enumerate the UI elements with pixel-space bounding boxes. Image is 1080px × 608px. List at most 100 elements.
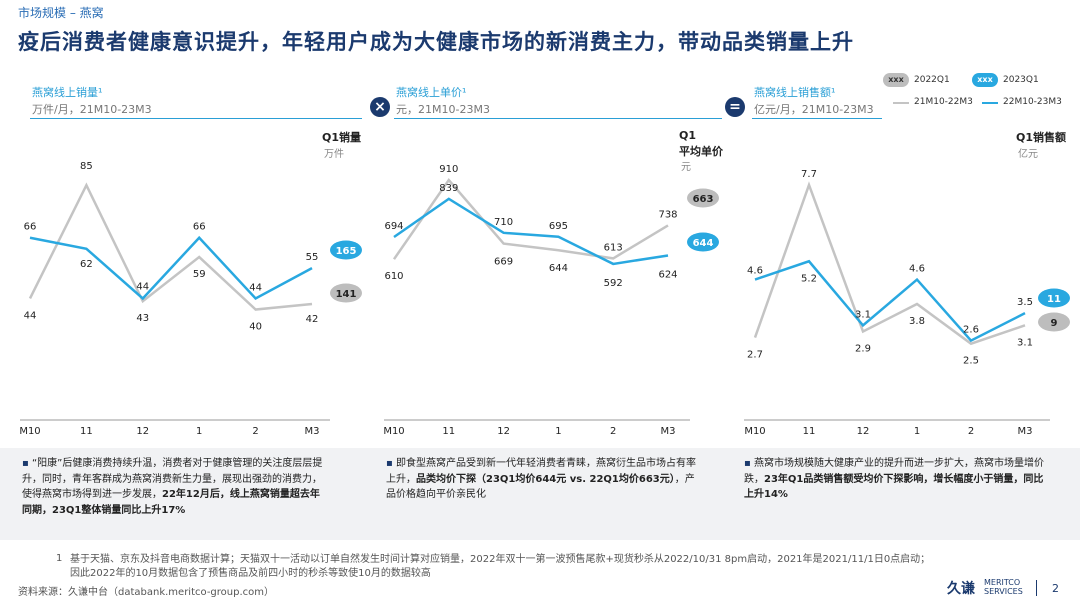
x-tick-label: M3 — [1018, 426, 1033, 437]
data-label: 4.6 — [909, 264, 925, 275]
logo-en-2: SERVICES — [984, 587, 1023, 596]
q1-pill-2023 — [1038, 288, 1070, 308]
legend-line-gray — [893, 102, 909, 104]
legend-line-label-2023: 22M10-23M3 — [1003, 97, 1062, 107]
note-panel1: ▪ “阳康”后健康消费持续升温，消费者对于健康管理的关注度层层提升，同时，青年客… — [22, 456, 328, 518]
note-panel2: ▪ 即食型燕窝产品受到新一代年轻消费者青睐，燕窝衍生品市场占有率上升，品类均价下… — [386, 456, 696, 503]
q1-pill-2022 — [330, 283, 362, 303]
data-label: 62 — [80, 259, 93, 270]
x-tick-label: M3 — [305, 426, 320, 437]
data-label: 43 — [136, 313, 149, 324]
x-tick-label: 12 — [136, 426, 149, 437]
data-label: 2.7 — [747, 350, 763, 361]
page-number: 2 — [1052, 582, 1059, 595]
note1-bold: 22年12月后，线上燕窝销量超去年同期，23Q1整体销量同比上升17% — [22, 489, 320, 516]
breadcrumb: 市场规模 – 燕窝 — [18, 6, 104, 20]
data-label: 44 — [249, 282, 262, 293]
data-label: 624 — [658, 269, 677, 280]
q1-value-2022: 141 — [336, 289, 357, 300]
data-label: 738 — [658, 209, 677, 220]
x-tick-label: 1 — [555, 426, 561, 437]
q1-pill-2022 — [1038, 312, 1070, 332]
q1-value-2023: 165 — [336, 246, 357, 257]
note2-text: 即食型燕窝产品受到新一代年轻消费者青睐，燕窝衍生品市场占有率上升， — [386, 458, 696, 485]
x-tick-label: M10 — [383, 426, 404, 437]
q1-value-2022: 663 — [693, 194, 714, 205]
legend-pill-2022: xxx — [883, 73, 909, 87]
data-label: 55 — [306, 252, 319, 263]
data-label: 44 — [24, 310, 37, 321]
series-line-2023 — [29, 235, 313, 301]
data-label: 7.7 — [801, 169, 817, 180]
data-label: 695 — [549, 221, 568, 232]
data-label: 910 — [439, 164, 458, 175]
x-tick-label: M10 — [744, 426, 765, 437]
data-label: 710 — [494, 217, 513, 228]
x-tick-label: M3 — [661, 426, 676, 437]
panel2-q1-unit: 元 — [681, 162, 691, 173]
note1-bullet: ▪ — [22, 458, 29, 469]
data-label: 42 — [306, 314, 319, 325]
panel1-title: 燕窝线上销量¹ — [32, 86, 103, 99]
data-label: 610 — [384, 271, 403, 282]
q1-pill-2023 — [687, 232, 719, 252]
meritco-logo-en: MERITCO SERVICES — [984, 578, 1023, 596]
panel2-q1-label2: 平均单价 — [679, 145, 723, 158]
note2-text-end: ，产品价格趋向平价亲民化 — [386, 473, 695, 501]
x-tick-label: 1 — [914, 426, 920, 437]
note1-text: “阳康”后健康消费持续升温，消费者对于健康管理的关注度层层提升，同时，青年客群成… — [22, 458, 323, 500]
data-label: 3.1 — [1017, 337, 1033, 348]
q1-value-2023: 644 — [693, 238, 714, 249]
data-label: 5.2 — [801, 273, 817, 284]
x-tick-label: 11 — [442, 426, 455, 437]
q1-pill-2022 — [687, 188, 719, 208]
panel3-subtitle: 亿元/月，21M10-23M3 — [754, 103, 874, 116]
series-line-2023 — [754, 259, 1026, 343]
data-label: 44 — [136, 281, 149, 292]
series-line-2023 — [393, 197, 669, 266]
x-tick-label: 11 — [803, 426, 816, 437]
note3-bullet: ▪ — [744, 458, 751, 469]
data-label: 40 — [249, 322, 262, 333]
footnote: 基于天猫、京东及抖音电商数据计算；天猫双十一活动以订单自然发生时间计算对应销量，… — [70, 554, 931, 579]
q1-value-2023: 11 — [1047, 294, 1061, 305]
panel1-q1-label: Q1销量 — [322, 131, 362, 144]
note-panel3: ▪ 燕窝市场规模随大健康产业的提升而进一步扩大，燕窝市场量增价跌，23年Q1品类… — [744, 456, 1050, 503]
data-label: 2.5 — [963, 356, 979, 367]
legend-pill-2023: xxx — [972, 73, 998, 87]
data-label: 613 — [604, 242, 623, 253]
panel3-title: 燕窝线上销售额¹ — [754, 86, 836, 99]
data-label: 2.9 — [855, 343, 871, 354]
data-label: 59 — [193, 269, 206, 280]
panel2-q1-label: Q1 — [679, 129, 697, 142]
data-label: 592 — [604, 278, 623, 289]
data-label: 3.1 — [855, 309, 871, 320]
q1-pill-2023 — [330, 240, 362, 260]
x-tick-label: 1 — [196, 426, 202, 437]
data-label: 85 — [80, 161, 93, 172]
note2-bold: 品类均价下探（23Q1均价644元 vs. 22Q1均价663元） — [416, 473, 675, 485]
series-line-2022 — [753, 181, 1026, 346]
logo-en-1: MERITCO — [984, 578, 1021, 587]
x-tick-label: 2 — [610, 426, 616, 437]
legend-line-blue — [982, 102, 998, 104]
legend-line-label-2022: 21M10-22M3 — [914, 97, 973, 107]
data-label: 66 — [24, 222, 37, 233]
x-tick-label: 12 — [497, 426, 510, 437]
data-label: 4.6 — [747, 266, 763, 277]
page-title: 疫后消费者健康意识提升，年轻用户成为大健康市场的新消费主力，带动品类销量上升 — [18, 30, 854, 54]
x-tick-label: 2 — [968, 426, 974, 437]
data-label: 694 — [384, 221, 403, 232]
panel1-q1-unit: 万件 — [324, 149, 344, 160]
legend-label-2023: 2023Q1 — [1003, 75, 1039, 85]
footer-separator — [1036, 580, 1037, 596]
footnote-number: 1 — [56, 553, 63, 564]
panel2-title: 燕窝线上单价¹ — [396, 86, 467, 99]
x-tick-label: 12 — [857, 426, 870, 437]
panel3-underline — [752, 118, 882, 119]
q1-value-2022: 9 — [1051, 318, 1058, 329]
equals-icon: = — [725, 97, 745, 117]
panel1-underline — [30, 118, 362, 119]
data-label: 3.8 — [909, 316, 925, 327]
